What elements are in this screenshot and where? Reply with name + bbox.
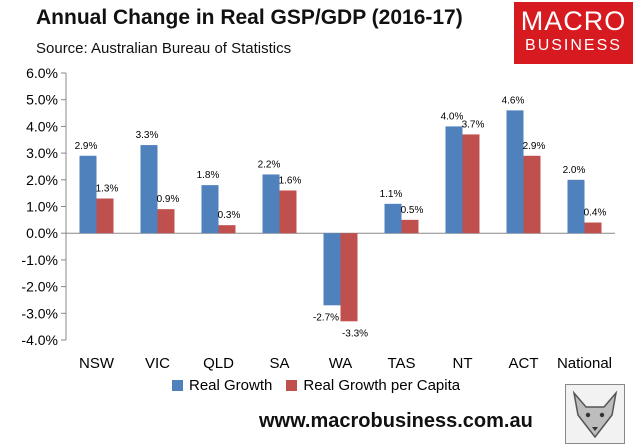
- data-label: 1.8%: [197, 170, 220, 181]
- data-label: 1.3%: [96, 183, 119, 194]
- y-tick-label: -1.0%: [21, 252, 58, 268]
- data-label: 2.9%: [523, 141, 546, 152]
- chart-title: Annual Change in Real GSP/GDP (2016-17): [36, 6, 463, 29]
- bar-real-growth: [506, 110, 524, 234]
- bar-real-growth: [79, 155, 97, 234]
- fox-mascot-icon: [565, 384, 625, 444]
- bar-real-growth-per-capita: [401, 219, 419, 234]
- bar-real-growth: [140, 145, 158, 234]
- data-label: 2.9%: [75, 141, 98, 152]
- y-tick-label: 6.0%: [26, 65, 58, 81]
- source-note: Source: Australian Bureau of Statistics: [36, 40, 292, 57]
- data-label: -3.3%: [342, 328, 368, 339]
- bar-real-growth-per-capita: [218, 225, 236, 234]
- bar-real-growth-per-capita: [340, 233, 358, 322]
- y-tick-label: -2.0%: [21, 279, 58, 295]
- data-label: -2.7%: [313, 312, 339, 323]
- x-tick-label: NSW: [79, 355, 115, 372]
- data-label: 1.1%: [380, 189, 403, 200]
- y-tick-label: -4.0%: [21, 332, 58, 348]
- data-label: 1.6%: [279, 175, 302, 186]
- x-tick-label: VIC: [145, 355, 170, 372]
- x-tick-label: National: [557, 355, 612, 372]
- y-tick-label: 5.0%: [26, 92, 58, 108]
- bar-real-growth: [262, 174, 280, 234]
- legend-item-real-growth: Real Growth: [172, 377, 272, 394]
- data-label: 2.0%: [563, 165, 586, 176]
- website-url: www.macrobusiness.com.au: [259, 410, 533, 432]
- bar-real-growth: [567, 179, 585, 234]
- y-tick-label: 2.0%: [26, 172, 58, 188]
- chart-legend: Real Growth Real Growth per Capita: [172, 377, 460, 394]
- y-tick-label: -3.0%: [21, 305, 58, 321]
- legend-label: Real Growth per Capita: [303, 377, 461, 394]
- y-tick-label: 0.0%: [26, 225, 58, 241]
- data-label: 4.0%: [441, 111, 464, 122]
- logo-line-1: MACRO: [520, 6, 627, 36]
- bar-real-growth: [384, 203, 402, 234]
- bar-real-growth-per-capita: [279, 190, 297, 234]
- logo-line-2: BUSINESS: [525, 37, 622, 54]
- x-tick-label: TAS: [387, 355, 415, 372]
- bar-real-growth-per-capita: [157, 209, 175, 234]
- bar-real-growth-per-capita: [462, 134, 480, 234]
- legend-item-real-growth-per-capita: Real Growth per Capita: [286, 377, 460, 394]
- data-label: 0.5%: [401, 205, 424, 216]
- legend-swatch-red: [286, 380, 298, 391]
- data-label: 0.3%: [218, 210, 241, 221]
- bar-real-growth-per-capita: [523, 155, 541, 234]
- bar-real-growth: [445, 126, 463, 234]
- data-label: 4.6%: [502, 95, 525, 106]
- data-label: 3.3%: [136, 130, 159, 141]
- macrobusiness-logo: MACRO BUSINESS: [514, 2, 633, 64]
- bar-real-growth-per-capita: [96, 198, 114, 234]
- x-tick-label: QLD: [203, 355, 234, 372]
- legend-swatch-blue: [172, 380, 183, 391]
- data-label: 2.2%: [258, 159, 281, 170]
- bar-real-growth: [323, 233, 341, 306]
- legend-label: Real Growth: [189, 377, 273, 394]
- x-tick-label: NT: [453, 355, 473, 372]
- bar-real-growth: [201, 185, 219, 234]
- bar-real-growth-per-capita: [584, 222, 602, 234]
- data-label: 0.9%: [157, 194, 180, 205]
- y-tick-label: 3.0%: [26, 145, 58, 161]
- y-tick-label: 4.0%: [26, 118, 58, 134]
- x-tick-label: ACT: [509, 355, 539, 372]
- y-tick-label: 1.0%: [26, 199, 58, 215]
- x-tick-label: WA: [329, 355, 353, 372]
- data-label: 3.7%: [462, 119, 485, 130]
- x-tick-label: SA: [269, 355, 289, 372]
- data-label: 0.4%: [584, 208, 607, 219]
